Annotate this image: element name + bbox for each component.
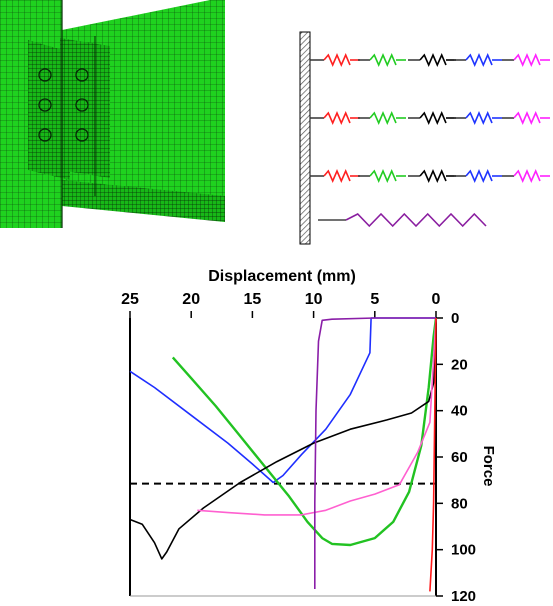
spring <box>323 110 351 126</box>
x-tick-label: 0 <box>432 291 441 308</box>
spring <box>369 52 397 68</box>
series-line <box>129 317 436 484</box>
spring <box>513 110 541 126</box>
x-tick-label: 15 <box>244 291 262 308</box>
y-tick-label: 20 <box>451 356 468 373</box>
x-tick-label: 5 <box>370 291 379 308</box>
spring <box>323 168 351 184</box>
series-line <box>129 317 437 560</box>
spring <box>369 110 397 126</box>
spring <box>465 168 493 184</box>
series-line <box>171 317 438 547</box>
spring <box>419 110 447 126</box>
y-tick-label: 60 <box>451 449 468 466</box>
spring <box>465 52 493 68</box>
spring <box>513 168 541 184</box>
x-tick-label: 10 <box>305 291 323 308</box>
spring <box>323 52 351 68</box>
x-axis-label: Displacement (mm) <box>208 268 356 285</box>
y-tick-label: 0 <box>451 310 459 327</box>
spring <box>419 52 447 68</box>
y-tick-label: 80 <box>451 495 468 512</box>
y-tick-label: 120 <box>451 588 476 605</box>
y-tick-label: 100 <box>451 542 476 559</box>
spring <box>513 52 541 68</box>
series-line <box>314 317 436 589</box>
spring <box>369 168 397 184</box>
spring <box>419 168 447 184</box>
series-line <box>429 317 437 592</box>
spring-model-icon <box>299 31 550 245</box>
extra-spring <box>345 212 487 228</box>
fe-mesh-model-icon <box>0 0 225 228</box>
x-tick-label: 25 <box>121 291 139 308</box>
spring <box>465 110 493 126</box>
force-displacement-chart: Displacement (mm) Force 25 20 15 10 5 0 0 20 40… <box>121 268 497 605</box>
series-line <box>197 317 437 516</box>
y-tick-label: 40 <box>451 403 468 420</box>
y-axis-label: Force <box>480 446 497 487</box>
x-tick-label: 20 <box>182 291 200 308</box>
